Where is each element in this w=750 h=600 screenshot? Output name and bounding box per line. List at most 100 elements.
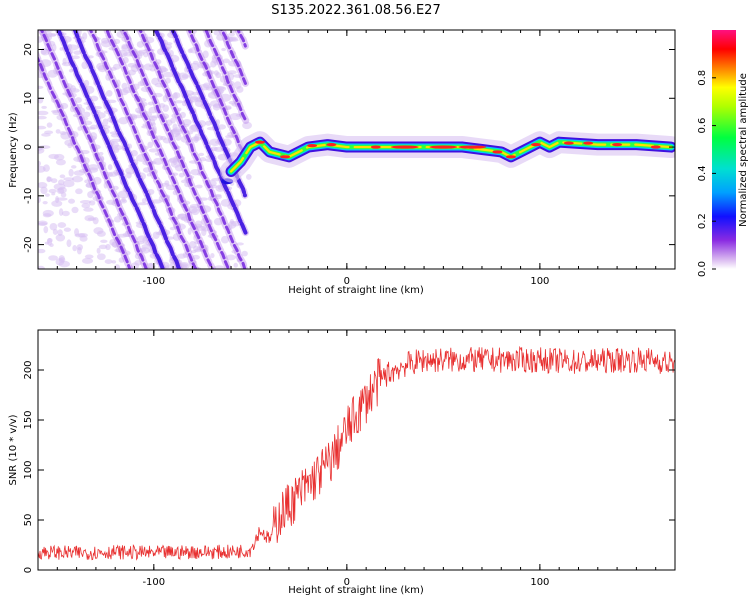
spectrogram-speckle: [41, 105, 47, 109]
spectrogram-speckle: [233, 262, 238, 268]
spectrogram-speckle: [47, 237, 53, 246]
spectrogram-y-tick-label: -10: [23, 188, 34, 204]
spectrogram-speckle: [118, 88, 129, 96]
spectrogram-speckle: [170, 117, 176, 124]
spectrogram-speckle: [220, 235, 230, 244]
snr-axes: -100 0 100 0 50 100 150 200: [23, 330, 676, 588]
colorbar-tick-label: 0.6: [697, 118, 708, 134]
spectrogram-speckle: [179, 111, 186, 119]
spectrogram-speckle: [174, 164, 184, 172]
spectrogram-speckle: [241, 250, 248, 257]
spectrogram-speckle: [48, 188, 57, 194]
spectrogram-speckle: [105, 90, 113, 97]
spectrogram-x-tick-label: 0: [344, 276, 350, 287]
spectrogram-speckle: [202, 50, 209, 59]
spectrogram-speckle: [210, 60, 217, 68]
snr-y-tick-label: 150: [23, 410, 34, 429]
spectrogram-speckle: [103, 181, 108, 189]
spectrogram-speckle: [53, 183, 66, 191]
track-hotspot: [280, 155, 291, 159]
spectrogram-speckle: [173, 100, 184, 104]
spectrogram-speckle: [84, 215, 95, 222]
spectrogram-speckle: [49, 222, 58, 231]
spectrogram-speckle: [187, 48, 193, 54]
spectrogram-image: [38, 30, 675, 269]
track-hotspot: [458, 145, 487, 149]
spectrogram-frame: [37, 29, 676, 270]
spectrogram-speckle: [152, 231, 160, 239]
spectrogram-speckle: [175, 133, 182, 141]
spectrogram-speckle: [146, 173, 152, 177]
spectrogram-speckle: [134, 260, 143, 266]
spectrogram-speckle: [68, 68, 74, 73]
spectrogram-speckle: [104, 259, 113, 264]
spectrogram-speckle: [118, 116, 129, 125]
spectrogram-streak: [138, 30, 247, 269]
spectrogram-speckle: [194, 248, 202, 253]
spectrogram-speckle: [201, 228, 207, 236]
spectrogram-speckle: [108, 171, 118, 177]
chart-title: S135.2022.361.08.56.E27: [271, 3, 440, 18]
spectrogram-speckle: [40, 48, 50, 56]
spectrogram-speckle: [188, 62, 200, 71]
spectrogram-streak: [72, 30, 182, 269]
spectrogram-speckle: [51, 200, 63, 207]
colorbar-tick-label: 0.4: [697, 165, 708, 181]
spectrogram-speckle: [82, 111, 91, 118]
spectrogram-speckle: [143, 51, 149, 58]
snr-y-tick-label: 100: [23, 460, 34, 479]
track-hotspot: [612, 143, 623, 147]
spectrogram-speckle: [40, 186, 48, 195]
spectrogram-speckle: [48, 153, 60, 159]
track-hotspot: [505, 155, 516, 159]
track-hotspot: [492, 150, 503, 154]
spectrogram-speckle: [97, 253, 106, 261]
colorbar: 0.0 0.2 0.4 0.6 0.8 Normalized spectral ampl…: [697, 30, 749, 277]
spectrogram-speckle: [70, 165, 77, 169]
spectrogram-speckle: [142, 167, 151, 173]
spectrogram-speckle: [116, 233, 128, 238]
spectrogram-speckle: [154, 152, 161, 156]
spectrogram-speckle: [152, 92, 163, 98]
spectrogram-speckle: [192, 60, 199, 65]
spectrogram-speckle: [130, 150, 138, 157]
spectrogram-speckle: [213, 265, 225, 269]
spectrogram-speckle: [81, 61, 89, 70]
spectrogram-speckle: [59, 131, 67, 136]
spectrogram-speckle: [210, 253, 215, 259]
spectrogram-speckle: [61, 61, 72, 67]
spectrogram-speckle: [45, 33, 57, 38]
track-hotspot: [370, 145, 381, 149]
spectrogram-speckle: [55, 197, 68, 201]
spectrogram-streak: [220, 30, 247, 85]
spectrogram-speckle: [93, 106, 102, 110]
spectrogram-speckle: [162, 71, 174, 78]
spectrogram-speckle: [141, 198, 147, 204]
spectrogram-speckle: [58, 257, 66, 263]
spectrogram-speckle: [67, 142, 73, 149]
spectrogram-speckle: [137, 202, 149, 206]
spectrogram-speckle: [245, 174, 252, 180]
snr-x-axis-title: Height of straight line (km): [288, 585, 424, 596]
spectrogram-speckle: [127, 62, 137, 68]
snr-y-tick-label: 50: [23, 514, 34, 527]
spectrogram-streak: [39, 30, 148, 269]
colorbar-tick-label: 0.8: [697, 70, 708, 86]
spectrogram-speckle: [71, 55, 80, 60]
spectrogram-streak: [153, 30, 248, 235]
spectrogram-speckle: [38, 147, 45, 154]
track-hotspot: [583, 141, 594, 145]
snr-x-tick-label: 0: [344, 577, 350, 588]
spectrogram-speckle: [195, 184, 203, 189]
spectrogram-streak: [236, 30, 247, 48]
spectrogram-speckle: [96, 62, 106, 71]
spectrogram-speckle: [111, 260, 117, 264]
spectrogram-speckle: [227, 186, 233, 190]
spectrogram-speckle: [96, 247, 101, 254]
spectrogram-speckle: [187, 227, 192, 235]
spectrogram-speckle: [148, 262, 154, 269]
spectrogram-speckle: [38, 160, 41, 167]
spectrogram-speckle: [92, 176, 102, 185]
spectrogram-speckle: [52, 110, 62, 116]
